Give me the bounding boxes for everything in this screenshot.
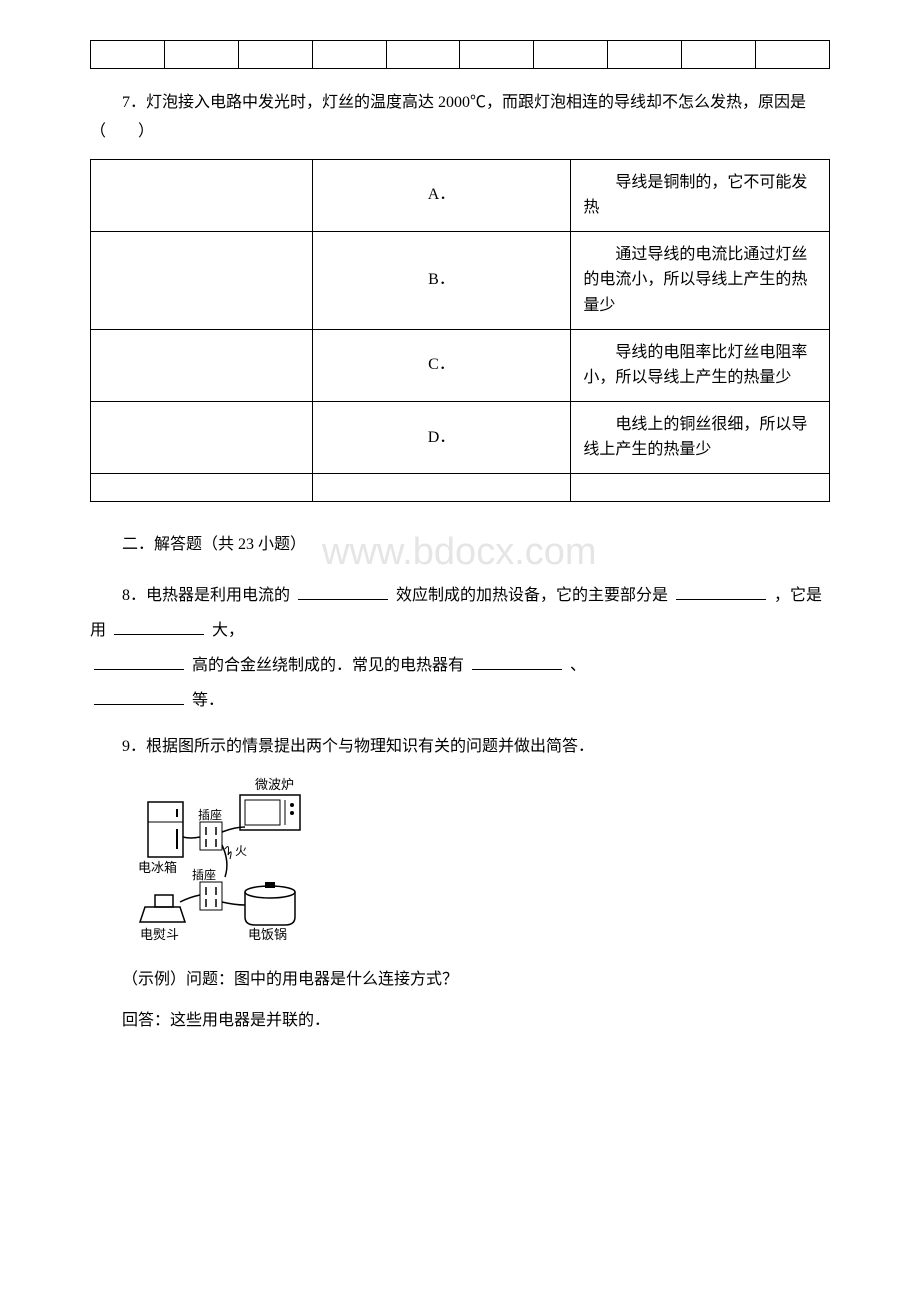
question-9-text: 9．根据图所示的情景提出两个与物理知识有关的问题并做出简答． [90, 733, 830, 762]
choice-d-text: 电线上的铜丝很细，所以导线上产生的热量少 [571, 401, 830, 473]
choice-b-text: 通过导线的电流比通过灯丝的电流小，所以导线上产生的热量少 [571, 231, 830, 329]
choice-row-d: D． 电线上的铜丝很细，所以导线上产生的热量少 [91, 401, 830, 473]
choice-a-text: 导线是铜制的，它不可能发热 [571, 159, 830, 231]
q8-part7: 等． [192, 692, 224, 709]
question-7-choices-table: A． 导线是铜制的，它不可能发热 B． 通过导线的电流比通过灯丝的电流小，所以导… [90, 159, 830, 502]
choice-empty-row [91, 473, 830, 501]
q8-part1: 8．电热器是利用电流的 [122, 587, 290, 604]
example-answer: 回答：这些用电器是并联的． [90, 1008, 830, 1034]
fire-label-text: 火 [235, 844, 247, 858]
q8-part2: 效应制成的加热设备，它的主要部分是 [396, 587, 668, 604]
appliance-diagram: 微波炉 电冰箱 插座 火 插座 [130, 777, 830, 952]
choice-b-label: B． [312, 231, 571, 329]
blank-6 [94, 686, 184, 705]
choice-d-label: D． [312, 401, 571, 473]
blank-4 [94, 651, 184, 670]
blank-2 [676, 580, 766, 599]
choice-c-label: C． [312, 329, 571, 401]
example-question: （示例）问题：图中的用电器是什么连接方式？ [90, 967, 830, 993]
blank-3 [114, 616, 204, 635]
watermark-text: www.bdocx.com [290, 522, 597, 583]
choice-row-a: A． 导线是铜制的，它不可能发热 [91, 159, 830, 231]
question-8: 8．电热器是利用电流的 效应制成的加热设备，它的主要部分是 ，它是用 大， 高的… [90, 578, 830, 719]
iron-label-text: 电熨斗 [140, 927, 179, 942]
q8-part5: 高的合金丝绕制成的．常见的电热器有 [192, 657, 464, 674]
blank-5 [472, 651, 562, 670]
socket1-label-text: 插座 [198, 807, 222, 822]
q8-part4: 大， [212, 622, 244, 639]
choice-row-c: C． 导线的电阻率比灯丝电阻率小，所以导线上产生的热量少 [91, 329, 830, 401]
choice-c-text: 导线的电阻率比灯丝电阻率小，所以导线上产生的热量少 [571, 329, 830, 401]
empty-grid-table [90, 40, 830, 69]
q8-part6: 、 [570, 657, 586, 674]
diagram-svg: 微波炉 电冰箱 插座 火 插座 [130, 777, 320, 952]
fridge-label-text: 电冰箱 [138, 860, 177, 875]
choice-row-b: B． 通过导线的电流比通过灯丝的电流小，所以导线上产生的热量少 [91, 231, 830, 329]
question-7-text: 7．灯泡接入电路中发光时，灯丝的温度高达 2000℃，而跟灯泡相连的导线却不怎么… [90, 89, 830, 147]
microwave-label-text: 微波炉 [255, 777, 294, 792]
blank-1 [298, 580, 388, 599]
section-2-heading-wrap: www.bdocx.com 二．解答题（共 23 小题） [90, 532, 830, 558]
cooker-label-text: 电饭锅 [248, 927, 287, 942]
socket2-label-text: 插座 [192, 867, 216, 882]
choice-a-label: A． [312, 159, 571, 231]
section-2-heading: 二．解答题（共 23 小题） [122, 536, 306, 553]
